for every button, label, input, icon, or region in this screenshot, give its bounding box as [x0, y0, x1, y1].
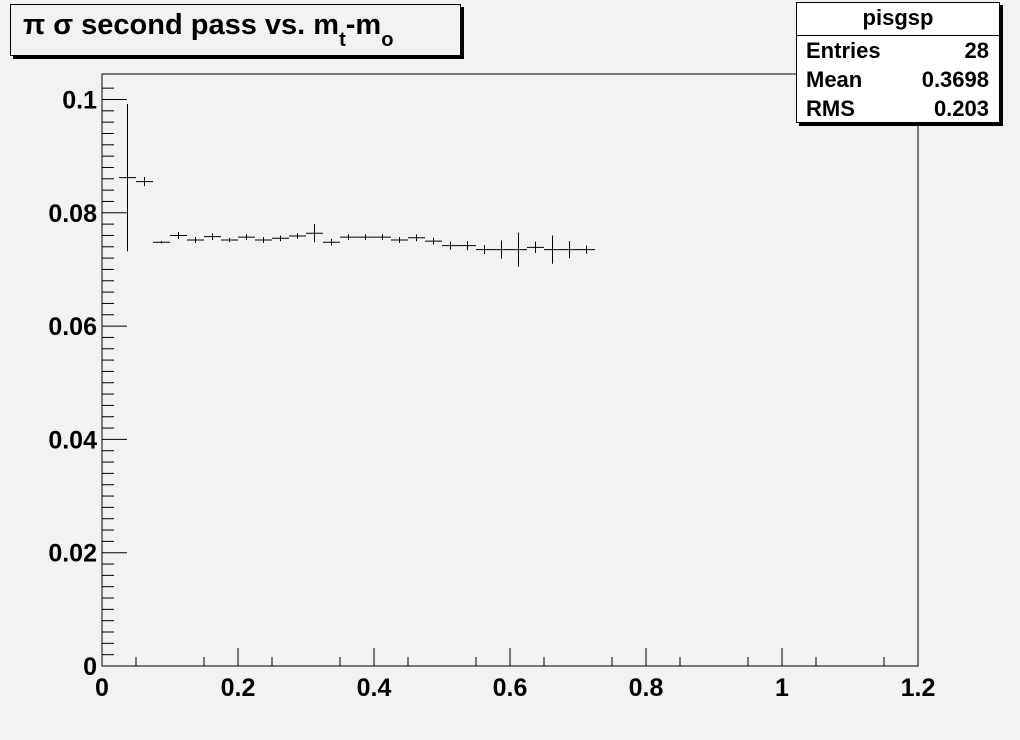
data-point: [272, 235, 289, 242]
data-point: [136, 177, 153, 187]
data-point: [306, 224, 323, 243]
title-dash: -m: [345, 9, 382, 41]
x-tick-label: 1.2: [901, 674, 936, 702]
x-tick-label: 0.4: [357, 674, 392, 702]
data-point: [374, 234, 391, 240]
title-sigma: σ: [53, 9, 74, 41]
data-point: [221, 237, 238, 243]
data-point: [459, 241, 476, 251]
data-point: [442, 241, 459, 250]
title-pi: π: [23, 9, 46, 41]
data-point: [527, 241, 544, 254]
data-point: [408, 234, 425, 242]
stats-row-mean: Mean 0.3698: [797, 65, 999, 94]
stats-value: 0.203: [933, 96, 989, 121]
data-point: [493, 240, 510, 259]
data-point: [578, 245, 595, 254]
x-tick-label: 0.8: [629, 674, 664, 702]
data-point: [357, 234, 374, 240]
stats-value: 28: [964, 38, 989, 63]
data-point: [510, 232, 527, 267]
data-point: [187, 237, 204, 243]
plot-layer: 0 0.2 0.4 0.6 0.8 1 1.2 0 0.02 0.04 0.06 0.08 0.1: [48, 74, 935, 702]
data-point: [289, 233, 306, 239]
stats-value: 0.3698: [921, 67, 989, 92]
data-point: [391, 237, 408, 243]
title-text: second pass vs. m: [81, 9, 340, 41]
data-point: [544, 235, 561, 264]
title-sub-t: t: [339, 29, 346, 51]
title-sub-o: o: [381, 29, 394, 51]
stats-label: Mean: [806, 67, 863, 92]
data-point: [561, 241, 578, 259]
frame-fill: [101, 73, 919, 667]
stats-box: pisgsp Entries 28 Mean 0.3698 RMS 0.203: [796, 2, 1000, 123]
chart-title: π σ second pass vs. mt-mo: [10, 4, 461, 56]
data-point: [255, 237, 272, 243]
x-tick-label: 0.2: [221, 674, 256, 702]
data-point: [476, 245, 493, 255]
y-tick-label: 0.1: [62, 86, 97, 114]
data-point: [170, 232, 187, 239]
x-tick-label: 0: [95, 674, 109, 702]
y-tick-label: 0: [83, 653, 97, 681]
data-point: [153, 241, 170, 244]
y-tick-label: 0.06: [48, 313, 97, 341]
data-point: [340, 234, 357, 240]
x-tick-label: 0.6: [493, 674, 528, 702]
data-point: [238, 234, 255, 240]
x-tick-label: 1: [775, 674, 789, 702]
stats-name: pisgsp: [797, 3, 999, 36]
y-tick-label: 0.02: [48, 540, 97, 568]
data-point: [119, 104, 136, 252]
data-point: [204, 233, 221, 240]
stats-label: Entries: [806, 38, 881, 63]
y-tick-label: 0.08: [48, 200, 97, 228]
stats-row-entries: Entries 28: [797, 36, 999, 65]
stats-label: RMS: [806, 96, 855, 121]
data-point: [323, 238, 340, 246]
y-tick-label: 0.04: [48, 426, 97, 454]
data-point: [425, 237, 442, 245]
stats-row-rms: RMS 0.203: [797, 94, 999, 123]
